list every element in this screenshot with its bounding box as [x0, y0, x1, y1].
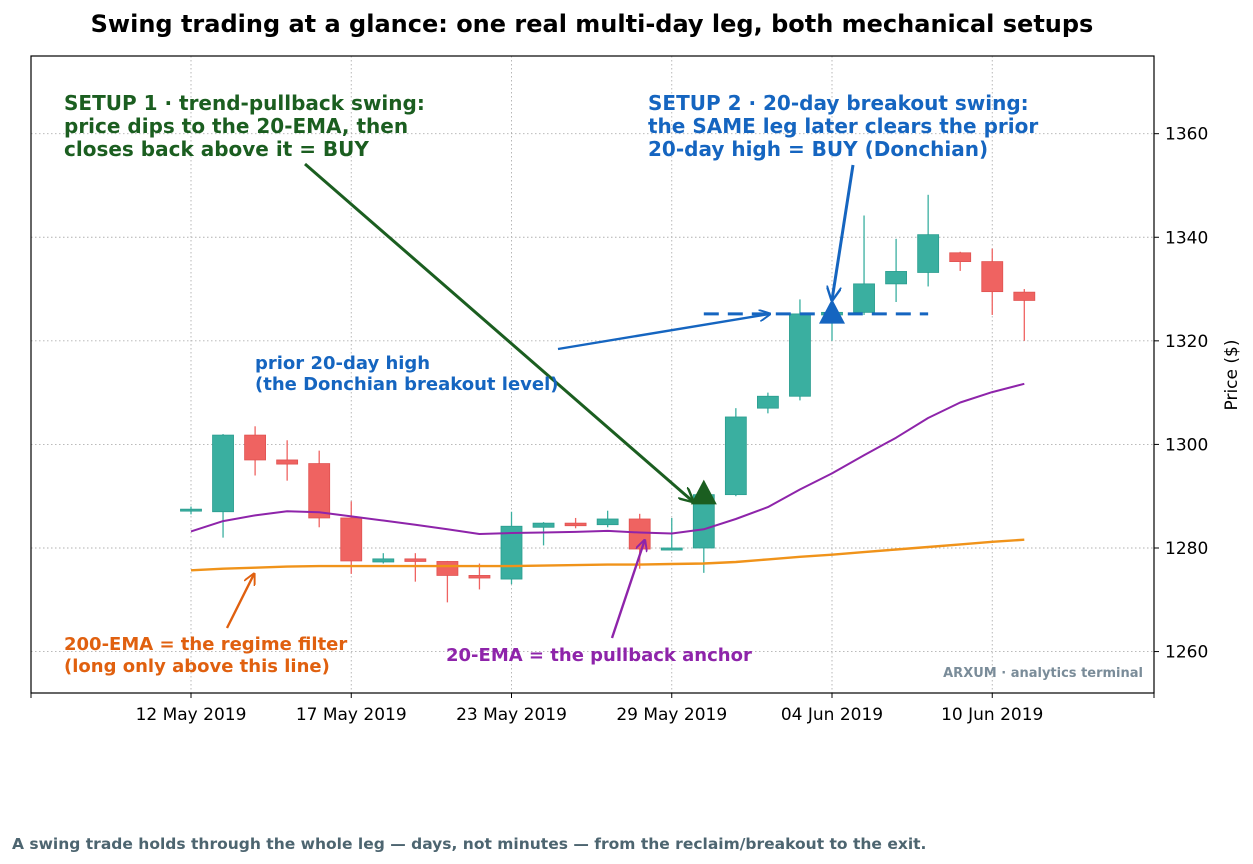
ema200-arrow: [225, 574, 254, 629]
setup2-arrow: [832, 164, 855, 300]
candle: [917, 194, 940, 287]
candle-body: [180, 508, 202, 512]
candle-body: [436, 561, 459, 576]
setup2-text-line: the SAME leg later clears the prior: [648, 114, 1038, 138]
setup1-arrow: [304, 162, 693, 501]
candle: [628, 513, 651, 569]
ema20-annotation: 20-EMA = the pullback anchor: [446, 540, 752, 666]
setup1-text-line: SETUP 1 · trend-pullback swing:: [64, 91, 425, 115]
candle: [757, 392, 779, 414]
watermark: ARXUM · analytics terminal: [943, 666, 1143, 681]
candle: [564, 517, 587, 529]
x-tick-label: 04 Jun 2019: [781, 705, 883, 725]
y-tick-label: 1320: [1165, 332, 1208, 352]
candle: [1013, 289, 1036, 341]
setup1-text-line: price dips to the 20-EMA, then: [64, 114, 408, 138]
candle-body: [917, 234, 940, 273]
y-tick-label: 1280: [1165, 539, 1208, 559]
candle: [404, 553, 427, 582]
candle: [180, 506, 202, 515]
donchian-text-line: (the Donchian breakout level): [255, 374, 559, 395]
setup1-buy-marker: [690, 479, 717, 505]
candle-body: [724, 416, 747, 496]
candle-body: [564, 522, 587, 527]
candle-body: [468, 575, 491, 579]
candle-body: [981, 261, 1004, 293]
y-tick-label: 1300: [1165, 435, 1208, 455]
axes: 1260 1280 1300 1320 1340 1360 12 May 2019 17 Ma…: [30, 125, 1208, 725]
setup1-annotation: SETUP 1 · trend-pullback swing:price dip…: [64, 91, 693, 501]
candle-body: [212, 434, 234, 513]
setup-overlays: [690, 298, 929, 505]
candle-body: [628, 518, 651, 550]
x-tick-label: 10 Jun 2019: [941, 705, 1043, 725]
candle: [949, 251, 972, 271]
setup1-text-line: closes back above it = BUY: [64, 137, 369, 161]
candle-body: [276, 459, 299, 465]
x-tick-label: 12 May 2019: [136, 705, 247, 725]
candle-body: [789, 313, 811, 397]
setup2-annotation: SETUP 2 · 20-day breakout swing:the SAME…: [648, 91, 1038, 300]
x-tick-label: 17 May 2019: [296, 705, 407, 725]
candle: [500, 511, 523, 585]
setup2-text-line: 20-day high = BUY (Donchian): [648, 137, 988, 161]
candle: [340, 501, 363, 574]
candle: [372, 553, 395, 564]
donchian-annotation: prior 20-day high(the Donchian breakout …: [255, 314, 770, 395]
candle-body: [853, 283, 875, 313]
ema-lines: [190, 382, 1025, 572]
setup2-buy-marker: [819, 298, 845, 324]
candle-body: [308, 463, 331, 519]
setup2-text-line: SETUP 2 · 20-day breakout swing:: [648, 91, 1029, 115]
caption: A swing trade holds through the whole le…: [12, 835, 926, 853]
candle-body: [404, 558, 427, 562]
candle: [853, 215, 875, 315]
candle-body: [757, 395, 779, 409]
candle-body: [949, 252, 972, 263]
candle: [981, 248, 1004, 315]
y-tick-label: 1260: [1165, 643, 1208, 663]
y-tick-label: 1340: [1165, 228, 1208, 248]
ema20-arrow: [610, 540, 645, 639]
candle-body: [372, 558, 395, 563]
donchian-text-line: prior 20-day high: [255, 353, 430, 374]
candle: [596, 510, 619, 528]
candle: [885, 238, 907, 302]
chart-title: Swing trading at a glance: one real mult…: [91, 10, 1094, 38]
candle-body: [340, 517, 363, 562]
donchian-arrow: [557, 314, 770, 351]
candle: [308, 450, 331, 528]
x-tick-label: 29 May 2019: [616, 705, 727, 725]
ema200-text-line: 200-EMA = the regime filter: [64, 634, 347, 655]
candle-body: [660, 547, 683, 551]
candle: [724, 408, 747, 497]
ema20-text-line: 20-EMA = the pullback anchor: [446, 645, 752, 666]
candle: [244, 426, 267, 476]
candle-body: [596, 518, 619, 526]
candle: [276, 440, 299, 481]
ema200-text-line: (long only above this line): [64, 656, 330, 677]
candles: [180, 194, 1036, 603]
ema200-annotation: 200-EMA = the regime filter(long only ab…: [64, 574, 347, 677]
grid: [31, 56, 1154, 693]
plot-frame: [30, 55, 1155, 694]
candle-body: [244, 434, 267, 461]
candle-body: [1013, 291, 1036, 301]
200-ema-line: [190, 538, 1025, 572]
x-tick-label: 23 May 2019: [456, 705, 567, 725]
candle: [789, 299, 811, 401]
candle-body: [885, 271, 907, 285]
candle-body: [532, 522, 555, 528]
candle: [468, 563, 491, 590]
y-axis-label: Price ($): [1222, 340, 1242, 411]
y-tick-label: 1360: [1165, 125, 1208, 145]
candle: [532, 522, 555, 546]
20-ema-line: [190, 382, 1025, 535]
